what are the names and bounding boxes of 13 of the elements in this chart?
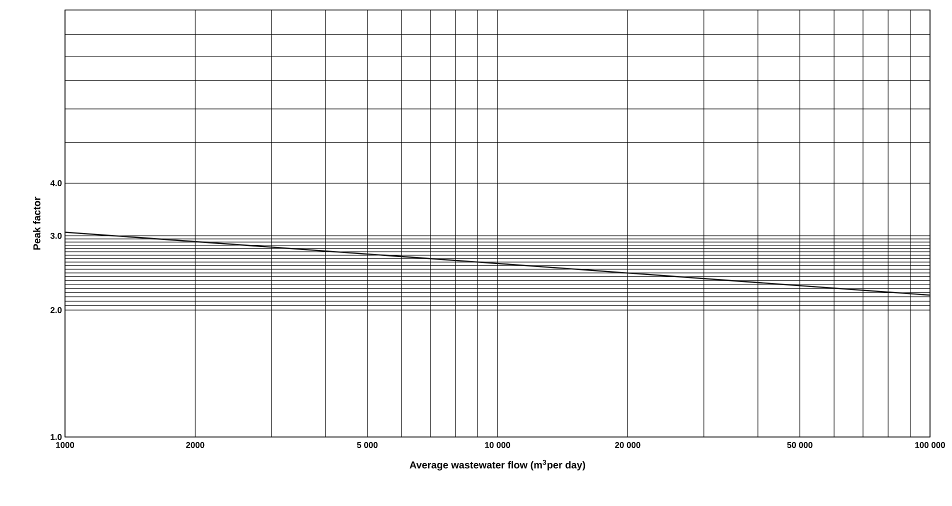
x-tick-label: 20 000 xyxy=(615,442,640,448)
x-tick-label: 100 000 xyxy=(915,442,945,448)
x-axis-title: Average wastewater flow (m$^{3}$per day) xyxy=(410,460,586,470)
y-tick-label: 3.0 xyxy=(50,232,62,239)
x-tick-label: 5 000 xyxy=(356,442,378,448)
x-tick-label: 10 000 xyxy=(485,442,510,448)
x-tick-label: 50 000 xyxy=(787,442,812,448)
y-axis-title: Peak factor xyxy=(33,196,40,250)
y-tick-label: 2.0 xyxy=(50,307,62,314)
y-tick-label: 4.0 xyxy=(50,180,62,186)
x-tick-label: 1000 xyxy=(56,442,74,448)
y-tick-label: 1.0 xyxy=(50,434,62,440)
x-tick-label: 2000 xyxy=(186,442,204,448)
